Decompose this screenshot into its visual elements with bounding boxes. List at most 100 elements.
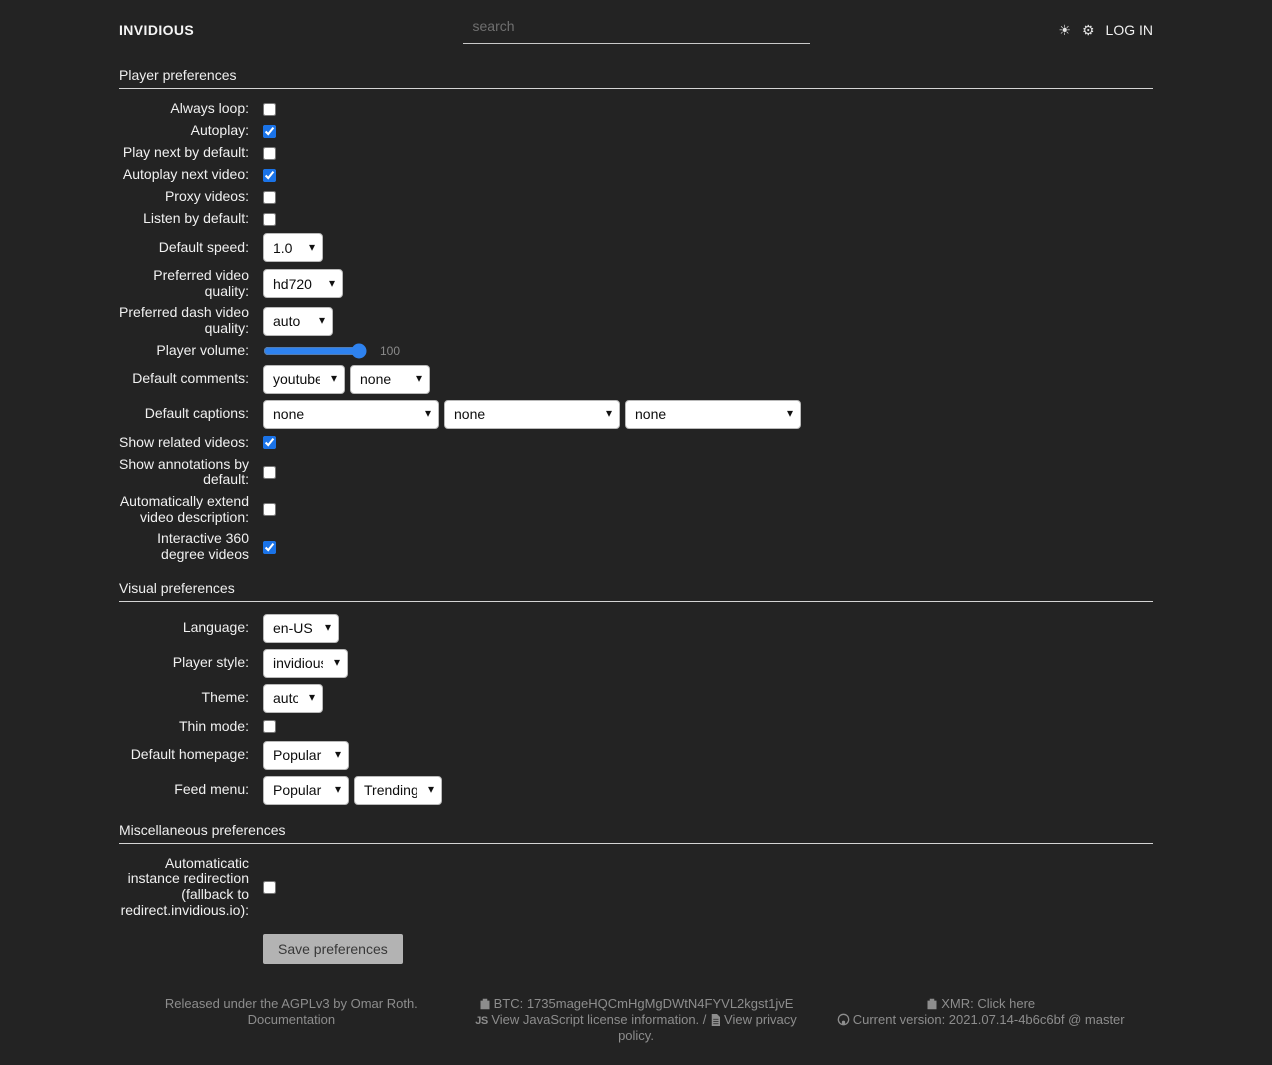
footer-version-column: XMR: Click here Current version: 2021.07… [808, 996, 1153, 1043]
wallet-icon [480, 999, 490, 1010]
play-next-checkbox[interactable] [263, 146, 276, 160]
pref-row-autoplay-next: Autoplay next video: [119, 166, 1153, 183]
logo[interactable]: INVIDIOUS [119, 22, 195, 38]
default-speed-label: Default speed: [158, 238, 249, 255]
feed-menu-2-select[interactable]: Trending [354, 775, 442, 805]
licenses-line: JS View JavaScript license information. … [464, 1012, 809, 1043]
always-loop-checkbox[interactable] [263, 102, 276, 116]
footer-separator: / [702, 1011, 707, 1027]
pref-row-thin-mode: Thin mode: [119, 717, 1153, 735]
language-select[interactable]: en-US [263, 613, 339, 643]
auto-redirect-label: Automaticatic instance redirection (fall… [120, 854, 249, 918]
theme-label: Theme: [201, 689, 249, 706]
default-homepage-label: Default homepage: [130, 746, 249, 763]
dash-quality-label: Preferred dash video quality: [119, 304, 249, 337]
js-icon: JS [475, 1014, 488, 1027]
pref-row-extend-description: Automatically extend video description: [119, 493, 1153, 525]
preferences-gear-icon[interactable]: ⚙ [1081, 22, 1095, 38]
pref-row-default-captions: Default captions: none ▾ none ▾ none ▾ [119, 399, 1153, 429]
always-loop-label: Always loop: [170, 100, 249, 117]
pref-row-annotations: Show annotations by default: [119, 455, 1153, 488]
player-style-select[interactable]: invidious [263, 648, 348, 678]
annotations-label: Show annotations by default: [119, 455, 249, 488]
page-container: INVIDIOUS ☀ ⚙ LOG IN Player preferences … [119, 0, 1153, 1065]
autoplay-checkbox[interactable] [263, 124, 276, 138]
js-license-link[interactable]: View JavaScript license information. [491, 1011, 700, 1027]
pref-row-related-videos: Show related videos: [119, 433, 1153, 451]
extend-description-label: Automatically extend video description: [119, 493, 249, 525]
pref-row-listen-default: Listen by default: [119, 210, 1153, 227]
misc-preferences-title: Miscellaneous preferences [119, 822, 1153, 844]
video-quality-label: Preferred video quality: [153, 267, 249, 299]
auto-redirect-checkbox[interactable] [263, 880, 276, 894]
captions-3-select[interactable]: none [625, 399, 801, 429]
pref-row-feed-menu: Feed menu: Popular ▾ Trending ▾ [119, 775, 1153, 805]
footer-license-column: Released under the AGPLv3 by Omar Roth. … [119, 996, 464, 1043]
top-bar: INVIDIOUS ☀ ⚙ LOG IN [119, 0, 1153, 50]
pref-row-vr360: Interactive 360 degree videos [119, 530, 1153, 563]
vr360-checkbox[interactable] [263, 540, 276, 554]
misc-preferences-section: Automaticatic instance redirection (fall… [119, 854, 1153, 919]
dash-quality-select[interactable]: auto [263, 306, 333, 336]
footer-donate-column: BTC: 1735mageHQCmHgMgDWtN4FYVL2kgst1jvE … [464, 996, 809, 1043]
player-volume-value: 100 [380, 343, 401, 358]
player-preferences-section: Always loop: Autoplay: Play next by defa… [119, 100, 1153, 563]
github-icon [837, 1013, 850, 1026]
vr360-label: Interactive 360 degree videos [157, 530, 249, 563]
pref-row-auto-redirect: Automaticatic instance redirection (fall… [119, 854, 1153, 919]
default-captions-label: Default captions: [144, 405, 249, 422]
listen-default-checkbox[interactable] [263, 212, 276, 226]
btc-address: BTC: 1735mageHQCmHgMgDWtN4FYVL2kgst1jvE [493, 996, 794, 1012]
related-videos-checkbox[interactable] [263, 436, 276, 450]
theme-select[interactable]: auto [263, 683, 323, 713]
proxy-videos-label: Proxy videos: [164, 188, 249, 205]
player-preferences-title: Player preferences [119, 67, 1153, 89]
pref-row-autoplay: Autoplay: [119, 122, 1153, 139]
comments-source-2-select[interactable]: none [350, 364, 430, 394]
proxy-videos-checkbox[interactable] [263, 190, 276, 204]
version-line: Current version: 2021.07.14-4b6c6bf @ ma… [808, 1012, 1153, 1027]
pref-row-proxy-videos: Proxy videos: [119, 188, 1153, 205]
theme-toggle-sun-icon[interactable]: ☀ [1058, 22, 1071, 38]
captions-1-select[interactable]: none [263, 399, 439, 429]
annotations-checkbox[interactable] [263, 465, 276, 479]
default-homepage-select[interactable]: Popular [263, 740, 349, 770]
pref-row-default-speed: Default speed: 1.0 ▾ [119, 233, 1153, 262]
extend-description-checkbox[interactable] [263, 503, 276, 517]
pref-row-language: Language: en-US ▾ [119, 613, 1153, 643]
xmr-link[interactable]: XMR: Click here [941, 996, 1036, 1012]
pref-row-dash-quality: Preferred dash video quality: auto ▾ [119, 304, 1153, 337]
autoplay-next-checkbox[interactable] [263, 168, 276, 182]
listen-default-label: Listen by default: [143, 210, 249, 227]
default-speed-select[interactable]: 1.0 [263, 233, 323, 262]
related-videos-label: Show related videos: [119, 433, 249, 450]
documentation-link[interactable]: Documentation [247, 1011, 336, 1027]
play-next-label: Play next by default: [122, 144, 249, 161]
player-volume-label: Player volume: [156, 341, 249, 358]
pref-row-always-loop: Always loop: [119, 100, 1153, 117]
video-quality-select[interactable]: hd720 [263, 269, 343, 299]
pref-row-player-volume: Player volume: 100 [119, 341, 1153, 359]
pref-row-theme: Theme: auto ▾ [119, 683, 1153, 713]
thin-mode-label: Thin mode: [178, 717, 249, 734]
player-style-label: Player style: [172, 654, 249, 671]
thin-mode-checkbox[interactable] [263, 720, 276, 734]
license-text: Released under the AGPLv3 by Omar Roth. [164, 996, 418, 1012]
document-icon [711, 1013, 721, 1026]
footer: Released under the AGPLv3 by Omar Roth. … [119, 996, 1153, 1065]
wallet-icon [927, 999, 937, 1010]
search-input[interactable] [462, 16, 810, 44]
login-link[interactable]: LOG IN [1105, 22, 1153, 38]
captions-2-select[interactable]: none [444, 399, 620, 429]
player-volume-slider[interactable] [263, 342, 367, 359]
feed-menu-label: Feed menu: [174, 781, 249, 798]
visual-preferences-title: Visual preferences [119, 580, 1153, 602]
comments-source-1-select[interactable]: youtube [263, 364, 345, 394]
pref-row-play-next: Play next by default: [119, 144, 1153, 161]
pref-row-default-comments: Default comments: youtube ▾ none ▾ [119, 364, 1153, 394]
save-preferences-button[interactable]: Save preferences [263, 934, 403, 965]
default-comments-label: Default comments: [132, 370, 249, 387]
feed-menu-1-select[interactable]: Popular [263, 775, 349, 805]
pref-row-video-quality: Preferred video quality: hd720 ▾ [119, 267, 1153, 299]
header-left: INVIDIOUS [119, 22, 463, 38]
